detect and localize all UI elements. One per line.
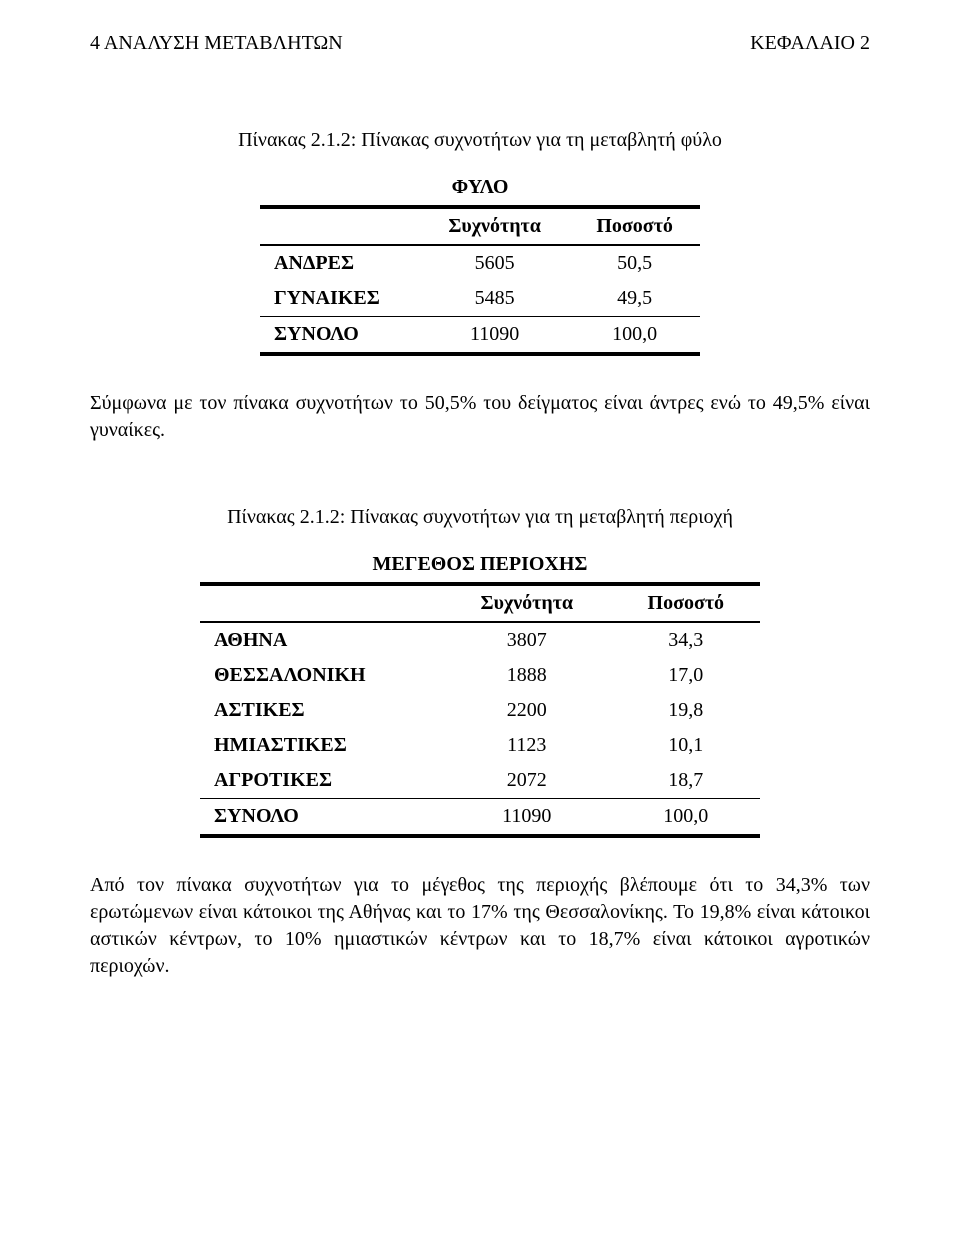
table2-row4-pct: 18,7: [612, 763, 760, 799]
paragraph-2: Από τον πίνακα συχνοτήτων για το μέγεθος…: [90, 872, 870, 980]
table2-row3-pct: 10,1: [612, 728, 760, 763]
table2-row3-freq: 1123: [442, 728, 612, 763]
table2: Συχνότητα Ποσοστό ΑΘΗΝΑ 3807 34,3 ΘΕΣΣΑΛ…: [200, 582, 760, 838]
header-left: 4 ΑΝΑΛΥΣΗ ΜΕΤΑΒΛΗΤΩΝ: [90, 30, 343, 57]
table1-col-freq: Συχνότητα: [420, 207, 569, 245]
table2-title: ΜΕΓΕΘΟΣ ΠΕΡΙΟΧΗΣ: [90, 551, 870, 578]
table1: Συχνότητα Ποσοστό ΑΝΔΡΕΣ 5605 50,5 ΓΥΝΑΙ…: [260, 205, 700, 356]
table2-row0-label: ΑΘΗΝΑ: [200, 622, 442, 658]
table1-title: ΦΥΛΟ: [90, 174, 870, 201]
table1-row1-freq: 5485: [420, 281, 569, 317]
table-row: ΑΣΤΙΚΕΣ 2200 19,8: [200, 693, 760, 728]
table1-row1-pct: 49,5: [569, 281, 700, 317]
header-right: ΚΕΦΑΛΑΙΟ 2: [750, 30, 870, 57]
table2-caption: Πίνακας 2.1.2: Πίνακας συχνοτήτων για τη…: [90, 504, 870, 531]
table2-row2-freq: 2200: [442, 693, 612, 728]
table1-row2-pct: 100,0: [569, 317, 700, 355]
table1-row0-pct: 50,5: [569, 245, 700, 281]
table-row: ΑΘΗΝΑ 3807 34,3: [200, 622, 760, 658]
table2-row2-pct: 19,8: [612, 693, 760, 728]
table-row: ΣΥΝΟΛΟ 11090 100,0: [260, 317, 700, 355]
table-row: ΑΓΡΟΤΙΚΕΣ 2072 18,7: [200, 763, 760, 799]
paragraph-1: Σύμφωνα με τον πίνακα συχνοτήτων το 50,5…: [90, 390, 870, 444]
table-row: ΓΥΝΑΙΚΕΣ 5485 49,5: [260, 281, 700, 317]
table1-row1-label: ΓΥΝΑΙΚΕΣ: [260, 281, 420, 317]
table2-col-pct: Ποσοστό: [612, 584, 760, 622]
table-row: ΘΕΣΣΑΛΟΝΙΚΗ 1888 17,0: [200, 658, 760, 693]
table1-row0-label: ΑΝΔΡΕΣ: [260, 245, 420, 281]
table2-row4-label: ΑΓΡΟΤΙΚΕΣ: [200, 763, 442, 799]
table-row: ΑΝΔΡΕΣ 5605 50,5: [260, 245, 700, 281]
page-header: 4 ΑΝΑΛΥΣΗ ΜΕΤΑΒΛΗΤΩΝ ΚΕΦΑΛΑΙΟ 2: [90, 30, 870, 57]
table2-row0-freq: 3807: [442, 622, 612, 658]
table2-row4-freq: 2072: [442, 763, 612, 799]
table2-row0-pct: 34,3: [612, 622, 760, 658]
table2-row1-pct: 17,0: [612, 658, 760, 693]
table2-row1-freq: 1888: [442, 658, 612, 693]
table2-row3-label: ΗΜΙΑΣΤΙΚΕΣ: [200, 728, 442, 763]
table2-row5-freq: 11090: [442, 799, 612, 837]
table2-col-freq: Συχνότητα: [442, 584, 612, 622]
table2-row5-label: ΣΥΝΟΛΟ: [200, 799, 442, 837]
table-row: ΣΥΝΟΛΟ 11090 100,0: [200, 799, 760, 837]
table1-empty-header: [260, 207, 420, 245]
table2-row1-label: ΘΕΣΣΑΛΟΝΙΚΗ: [200, 658, 442, 693]
table2-empty-header: [200, 584, 442, 622]
table1-row0-freq: 5605: [420, 245, 569, 281]
table1-row2-freq: 11090: [420, 317, 569, 355]
table1-row2-label: ΣΥΝΟΛΟ: [260, 317, 420, 355]
table2-row2-label: ΑΣΤΙΚΕΣ: [200, 693, 442, 728]
table-row: ΗΜΙΑΣΤΙΚΕΣ 1123 10,1: [200, 728, 760, 763]
table2-row5-pct: 100,0: [612, 799, 760, 837]
table1-caption: Πίνακας 2.1.2: Πίνακας συχνοτήτων για τη…: [90, 127, 870, 154]
table1-col-pct: Ποσοστό: [569, 207, 700, 245]
